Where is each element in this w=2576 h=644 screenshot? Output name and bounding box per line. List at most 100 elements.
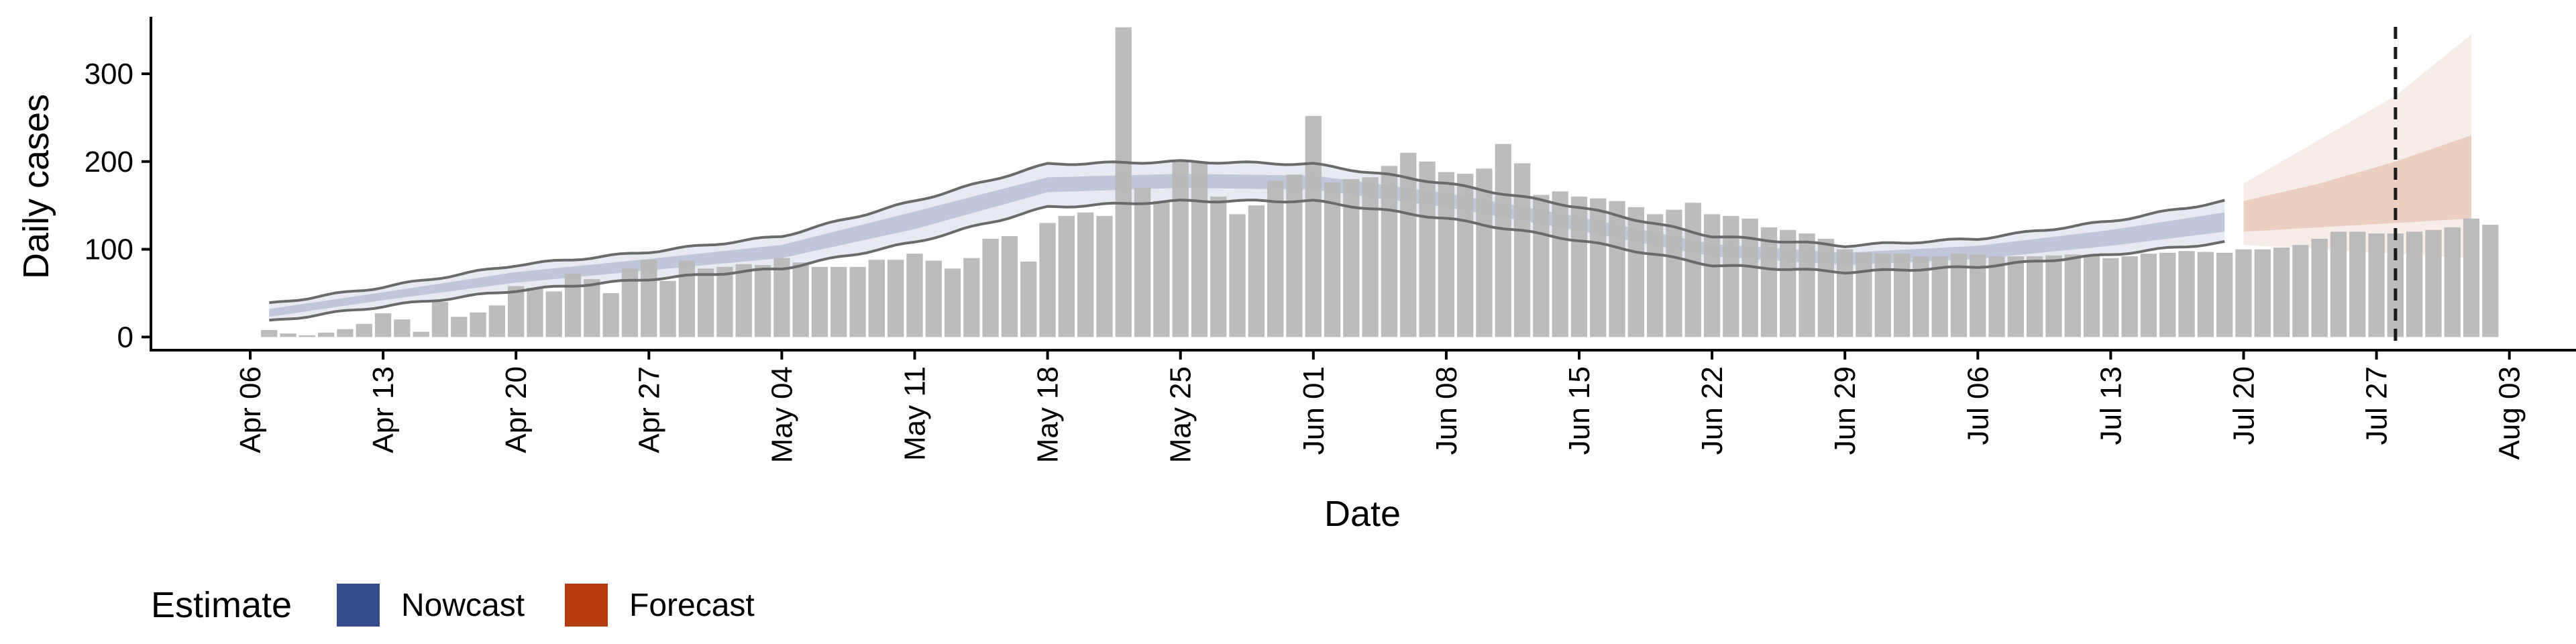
- case-bar: [2273, 248, 2290, 337]
- case-bar: [470, 312, 486, 337]
- x-tick-label: Jul 27: [2361, 366, 2394, 445]
- case-bar: [659, 280, 676, 337]
- x-tick-label: Apr 27: [633, 366, 665, 453]
- case-bar: [925, 260, 942, 337]
- case-bar: [1305, 115, 1322, 337]
- case-bar: [2140, 254, 2157, 337]
- case-bar: [2027, 256, 2043, 337]
- case-bar: [2406, 231, 2423, 337]
- x-tick-label: Jun 01: [1297, 366, 1330, 455]
- case-bar: [716, 266, 733, 337]
- case-bar: [2121, 256, 2138, 337]
- nowcast-lower-line: [269, 199, 2225, 322]
- x-tick-label: May 11: [899, 366, 932, 461]
- case-bar: [2197, 252, 2214, 337]
- case-bar: [2292, 245, 2309, 337]
- case-bar: [1058, 215, 1075, 337]
- x-tick-label: Jun 15: [1563, 366, 1596, 455]
- x-axis-ticks: Apr 06 Apr 13 Apr 20 Apr 27 May 04 May 11 May …: [234, 350, 2526, 463]
- case-bar: [1988, 256, 2005, 337]
- case-bar: [2425, 229, 2442, 337]
- case-bar: [1703, 214, 1721, 337]
- case-bar: [773, 258, 790, 337]
- case-bar: [1362, 177, 1379, 337]
- x-tick-label: Jul 13: [2094, 366, 2127, 445]
- case-bar: [2330, 231, 2347, 337]
- nowcast-outer-band: [269, 161, 2225, 321]
- case-bar: [1286, 174, 1303, 337]
- case-bar: [299, 335, 315, 337]
- y-tick-label: 300: [85, 58, 133, 91]
- case-bar: [2083, 256, 2100, 337]
- case-bar: [906, 254, 923, 337]
- case-bar: [1495, 144, 1511, 337]
- case-bar: [2349, 231, 2366, 337]
- case-bar: [849, 266, 866, 337]
- x-tick-label: Jul 06: [1962, 366, 1994, 445]
- case-bar: [318, 332, 335, 337]
- case-bar: [1229, 214, 1246, 337]
- case-bar: [2368, 233, 2385, 337]
- x-tick-label: Jun 29: [1829, 366, 1862, 455]
- case-bar: [1533, 195, 1550, 337]
- case-bar: [2007, 256, 2024, 337]
- case-bar: [1248, 205, 1265, 337]
- legend-swatch-nowcast: [337, 584, 380, 627]
- estimate-bands: [269, 34, 2472, 321]
- x-tick-label: Jun 08: [1430, 366, 1463, 455]
- case-bar: [641, 260, 657, 337]
- case-bar: [1324, 182, 1341, 337]
- case-bar: [2064, 254, 2081, 337]
- case-bar: [2178, 251, 2195, 337]
- case-bar: [2216, 252, 2233, 337]
- case-bar: [1457, 174, 1474, 337]
- x-tick-label: Jul 20: [2228, 366, 2261, 445]
- case-bar: [488, 305, 505, 337]
- case-bar: [1837, 249, 1854, 337]
- case-bar: [1096, 215, 1113, 337]
- y-tick-label: 200: [85, 146, 133, 178]
- case-bar: [2235, 249, 2252, 337]
- legend-title: Estimate: [151, 585, 292, 625]
- case-bar: [698, 268, 714, 337]
- case-bar: [1552, 191, 1568, 337]
- case-bar: [1513, 163, 1531, 337]
- case-bar: [1020, 261, 1037, 337]
- x-axis-title: Date: [1324, 494, 1401, 534]
- case-bar: [2311, 238, 2328, 337]
- case-bar: [394, 319, 411, 337]
- case-bar: [1476, 168, 1493, 337]
- case-bar: [1438, 172, 1454, 337]
- daily-case-bars: [261, 27, 2499, 337]
- y-axis-title: Daily cases: [16, 94, 56, 279]
- case-bar: [2254, 249, 2271, 337]
- case-bar: [1856, 252, 1872, 337]
- case-bar: [1609, 201, 1625, 337]
- x-tick-label: Jun 22: [1696, 366, 1729, 455]
- nowcast-bound-lines: [269, 159, 2225, 322]
- case-bar: [1723, 215, 1739, 337]
- case-bar: [261, 329, 278, 337]
- case-bar: [1191, 161, 1208, 337]
- x-tick-label: Apr 20: [500, 366, 533, 453]
- case-bar: [1570, 197, 1588, 337]
- case-bar: [1134, 188, 1151, 337]
- case-bar: [735, 264, 752, 337]
- legend-swatch-forecast: [565, 584, 608, 627]
- case-bar: [527, 288, 543, 337]
- x-tick-label: Aug 03: [2493, 366, 2526, 460]
- y-tick-label: 100: [85, 233, 133, 266]
- case-bar: [2463, 218, 2480, 337]
- forecast-outer-band: [2243, 34, 2472, 258]
- case-bar: [1115, 27, 1132, 337]
- case-bar: [944, 268, 961, 337]
- case-bar: [1153, 201, 1170, 337]
- case-bar: [963, 258, 980, 337]
- case-bar: [584, 279, 600, 337]
- case-bar: [356, 323, 372, 337]
- case-bar: [1419, 161, 1436, 337]
- case-bar: [1267, 180, 1284, 337]
- case-bar: [602, 293, 619, 337]
- x-tick-label: Apr 06: [234, 366, 267, 453]
- case-bar: [2482, 225, 2499, 337]
